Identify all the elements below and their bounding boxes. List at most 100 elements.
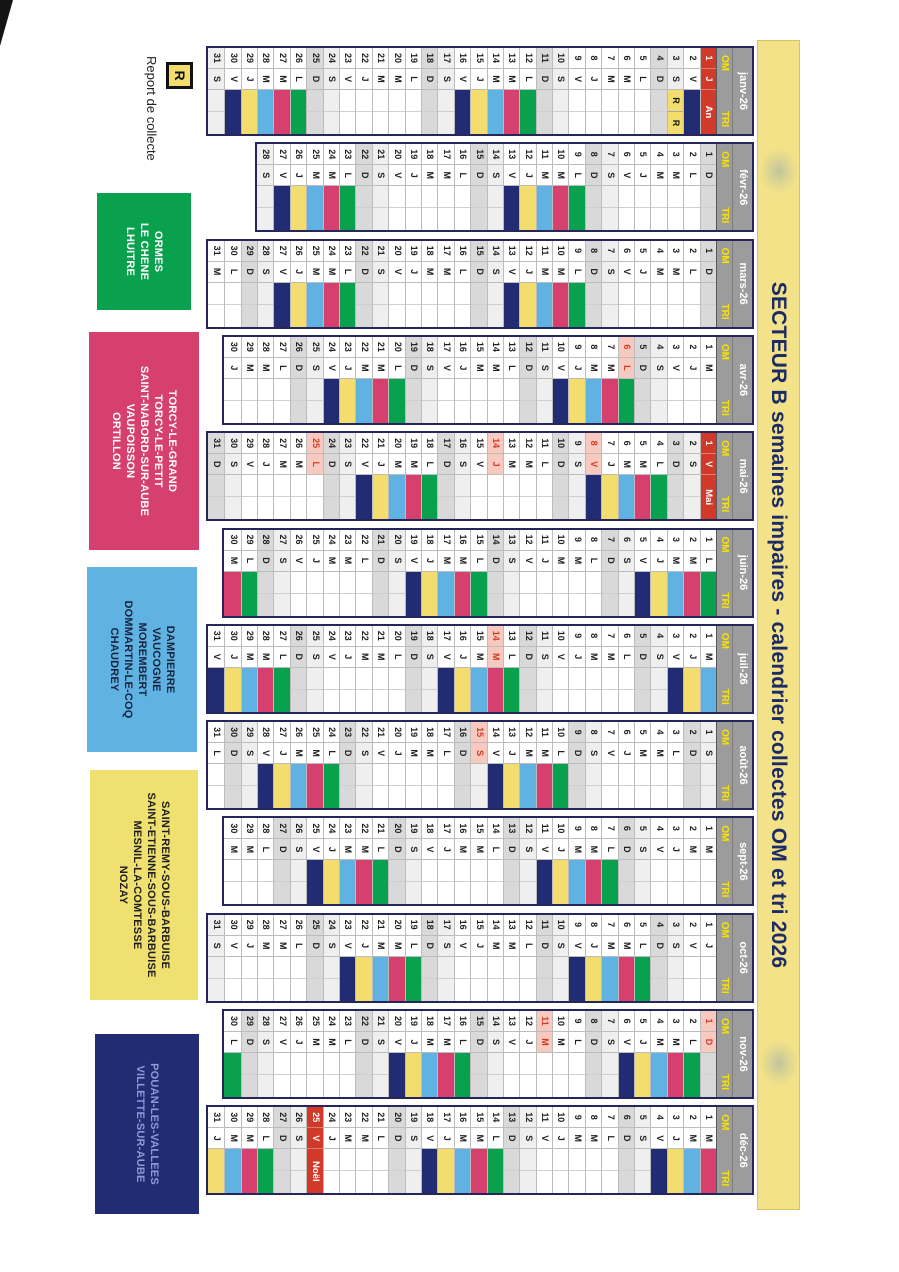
day-letter: M	[258, 69, 274, 90]
collect-cell-navy	[553, 378, 569, 423]
month-subheader: OM TRI	[716, 240, 732, 327]
tri-cell	[389, 112, 404, 134]
month-subheader: OM TRI	[716, 48, 732, 134]
day-number: 25	[307, 1011, 323, 1032]
day-number: 15	[471, 1011, 487, 1032]
tri-cell	[373, 208, 388, 230]
tri-cell	[504, 497, 519, 519]
tri-label: TRI	[719, 881, 730, 898]
month-subheader: OM TRI	[716, 1107, 732, 1194]
tri-cell	[635, 786, 650, 808]
tri-cell	[619, 1171, 634, 1193]
day-letter: S	[454, 454, 471, 476]
day-number: 12	[520, 529, 536, 551]
collect-cell-pink	[553, 282, 569, 327]
day-letter: L	[684, 261, 700, 283]
tri-cell	[455, 305, 470, 327]
day-number: 19	[405, 144, 421, 166]
commune-name: MESNIL-LA-COMTESSE	[131, 820, 143, 950]
day-letter: L	[700, 550, 716, 572]
om-cell	[635, 860, 651, 883]
day-letter: J	[241, 935, 258, 957]
day-row: 21 M	[371, 625, 389, 712]
collect-cell-yellow	[207, 1149, 225, 1194]
day-letter: D	[307, 935, 323, 957]
day-row: 12 V	[519, 529, 536, 616]
day-row: 21 S	[371, 144, 389, 231]
day-row: 18 J	[420, 529, 438, 616]
day-number: 23	[340, 144, 356, 166]
day-letter: D	[274, 839, 290, 861]
tri-cell	[668, 401, 683, 423]
day-letter: V	[389, 165, 405, 187]
om-cell	[503, 956, 520, 979]
day-number: 25	[307, 144, 323, 166]
day-number: 24	[323, 529, 340, 551]
collect-cell-pink	[307, 764, 323, 809]
om-cell	[307, 1053, 323, 1075]
om-cell	[225, 764, 241, 787]
tri-cell	[324, 112, 339, 134]
day-row: 15 V	[470, 433, 487, 520]
om-cell	[307, 90, 323, 112]
collect-cell-green	[421, 475, 438, 520]
day-number: 13	[503, 625, 520, 647]
day-row: 10 D	[552, 433, 569, 520]
day-row: 20 J	[388, 722, 405, 809]
om-cell	[536, 571, 553, 594]
day-letter: M	[438, 1032, 454, 1053]
day-row: 13 M	[502, 914, 520, 1001]
day-letter: S	[207, 935, 225, 957]
tri-cell	[406, 305, 421, 327]
day-letter: M	[602, 69, 618, 90]
tri-cell	[291, 882, 306, 904]
day-letter: J	[585, 69, 602, 90]
day-number: 30	[225, 722, 241, 744]
tri-cell	[586, 1075, 601, 1097]
day-number: 30	[225, 240, 241, 262]
om-cell	[340, 571, 356, 594]
day-number: 26	[290, 818, 307, 840]
tri-cell	[242, 497, 257, 519]
om-cell	[307, 956, 323, 979]
day-letter: M	[618, 935, 635, 957]
om-cell	[372, 571, 389, 594]
day-number: 21	[372, 529, 389, 551]
collect-cell-green	[635, 956, 651, 1001]
day-letter: S	[487, 1032, 503, 1053]
day-number: 16	[454, 433, 471, 455]
day-number: 12	[520, 818, 536, 840]
tri-cell	[274, 594, 289, 616]
day-number: 30	[224, 529, 241, 551]
om-cell	[553, 90, 569, 112]
day-letter: M	[487, 357, 503, 379]
day-letter: L	[602, 839, 618, 861]
day-number: 17	[438, 240, 454, 262]
collect-cell-pink	[684, 571, 700, 616]
day-row: 10 V	[552, 625, 569, 712]
collect-cell-green	[274, 667, 290, 712]
om-cell	[258, 571, 274, 594]
day-letter: M	[651, 261, 667, 283]
day-number: 7	[602, 336, 618, 358]
month-name: juin-26	[732, 529, 752, 616]
day-number: 3	[667, 144, 684, 166]
day-number: 22	[356, 240, 372, 262]
day-row: 25 M	[306, 722, 323, 809]
day-letter: D	[520, 646, 536, 668]
day-row: 14 S	[486, 1011, 503, 1097]
tri-cell	[504, 882, 519, 904]
day-number: 31	[207, 625, 225, 647]
day-number: 15	[471, 722, 487, 744]
day-number: 10	[553, 48, 569, 69]
day-letter: V	[618, 165, 635, 187]
day-row: 30 M	[224, 1107, 241, 1194]
day-number: 14	[487, 1011, 503, 1032]
day-number: 13	[503, 336, 520, 358]
faint-logo-stamp	[760, 148, 798, 194]
day-number: 6	[618, 336, 635, 358]
tri-cell	[701, 401, 716, 423]
